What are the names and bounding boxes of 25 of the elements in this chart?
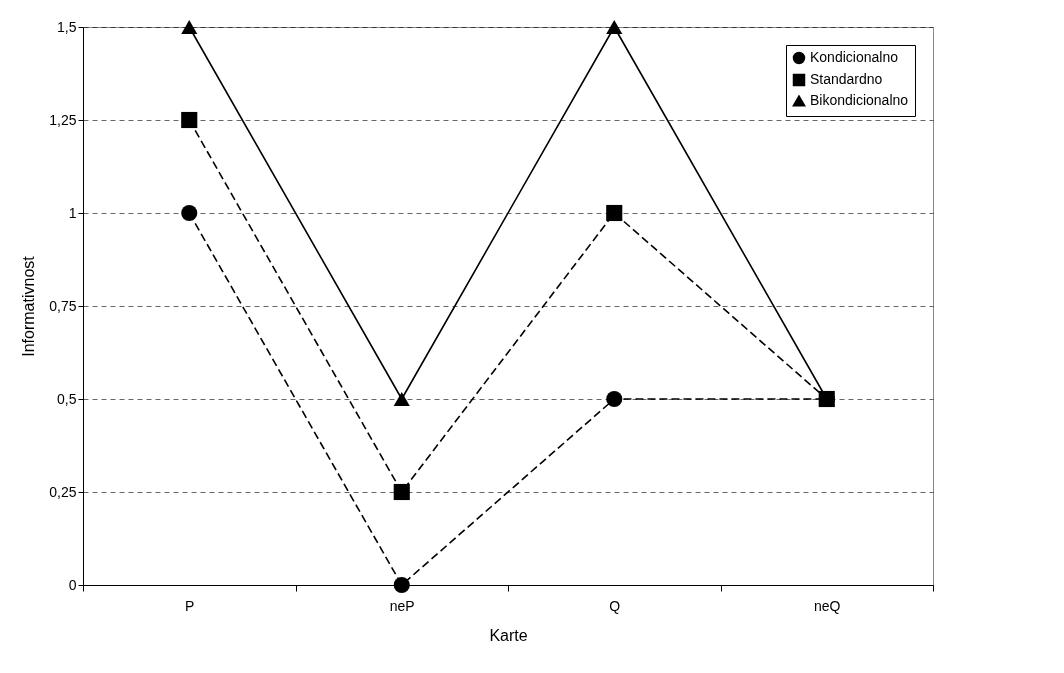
- x-axis-title: Karte: [489, 626, 528, 644]
- x-tick-label: neQ: [814, 597, 841, 614]
- point: [606, 204, 623, 222]
- legend-label: Standardno: [810, 71, 883, 87]
- point: [606, 20, 623, 34]
- point: [181, 204, 198, 222]
- point: [393, 392, 410, 406]
- y-tick-label: 0,25: [49, 483, 77, 500]
- y-tick-label: 1,25: [49, 111, 77, 128]
- point: [393, 576, 410, 594]
- legend-label: Kondicionalno: [810, 49, 899, 65]
- y-tick-label: 1: [68, 204, 77, 221]
- y-tick-label: 0,5: [57, 390, 77, 407]
- y-tick-label: 0,75: [49, 297, 77, 314]
- x-tick-label: Q: [609, 597, 621, 614]
- y-tick-label: 0: [68, 576, 77, 593]
- x-tick-label: P: [185, 597, 195, 614]
- point: [393, 483, 410, 501]
- legend-label: Bikondicionalno: [810, 92, 909, 108]
- y-tick-label: 1,5: [57, 18, 77, 35]
- point: [181, 20, 198, 34]
- point: [181, 111, 198, 129]
- y-axis-title: Informativnost: [20, 255, 38, 357]
- point: [606, 390, 623, 408]
- x-tick-label: neP: [389, 597, 415, 614]
